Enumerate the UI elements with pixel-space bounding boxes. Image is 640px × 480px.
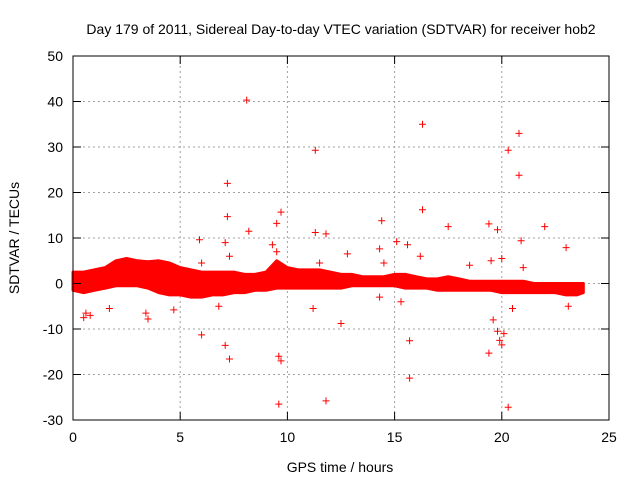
data-point [311,229,319,236]
data-point [393,238,401,246]
data-point [496,336,504,344]
data-point [564,302,572,310]
data-point [504,146,512,154]
data-point [273,219,281,227]
data-point [226,355,233,363]
x-tick-label: 5 [176,429,184,445]
data-point [322,230,330,238]
data-point [309,305,317,312]
data-point [378,217,386,225]
data-point [562,244,570,252]
data-point [406,337,414,345]
y-axis-label: SDTVAR / TECUs [6,182,22,294]
y-tick-label: 30 [47,139,63,155]
data-point [322,397,330,405]
data-point [498,255,506,262]
y-tick-label: 20 [47,185,63,201]
data-point [404,241,411,249]
data-point [86,311,94,319]
data-point [221,239,229,247]
data-point [223,213,231,221]
data-point [485,349,493,357]
data-band [71,257,585,299]
data-point [221,341,229,349]
y-tick-label: 40 [47,94,63,110]
data-point [343,250,351,258]
data-point [198,259,206,267]
x-tick-label: 20 [494,429,510,445]
chart-title: Day 179 of 2011, Sidereal Day-to-day VTE… [86,21,595,37]
data-point [397,298,405,306]
data-point [419,120,426,128]
data-point [243,96,251,104]
data-point [515,129,523,137]
axis-ticks: 0 5 10 15 20 25 -30 -20 -10 0 10 20 30 40 50 [43,48,617,445]
data-point [226,252,233,260]
data-point [494,327,501,335]
data-point [485,220,493,228]
y-tick-label: 50 [47,48,63,64]
data-point [489,316,497,324]
data-point [223,179,231,187]
data-point [275,400,283,408]
data-point [80,314,88,322]
data-point [376,293,384,301]
y-tick-label: 0 [55,276,63,292]
data-point [311,146,319,154]
y-tick-label: -20 [43,367,63,383]
data-point [144,315,152,323]
y-tick-label: -30 [43,412,63,428]
data-point [196,236,203,244]
x-tick-label: 0 [69,429,77,445]
data-point [215,302,223,310]
data-point [419,206,426,214]
x-tick-label: 25 [601,429,617,445]
data-point [273,248,281,256]
data-point [406,374,414,382]
data-point [504,403,512,411]
y-tick-label: 10 [47,230,63,246]
data-point [275,352,283,360]
data-point [337,320,345,327]
data-point [376,245,384,253]
data-point [245,227,253,235]
data-point [82,309,90,317]
data-point [198,331,206,339]
data-point [515,171,523,179]
data-point [487,257,495,265]
data-point [444,223,452,231]
data-point [519,264,527,272]
data-point [494,226,501,234]
data-point [416,252,424,260]
data-point [498,341,506,349]
data-point [466,261,474,269]
data-point [541,223,549,231]
data-points [80,96,572,411]
data-point [500,330,508,338]
data-point [268,241,276,249]
data-point [517,237,525,245]
data-point [509,305,516,312]
data-band-fill [71,257,585,299]
data-point [105,305,113,312]
x-axis-label: GPS time / hours [287,459,394,475]
data-point [380,259,388,267]
x-tick-label: 10 [280,429,296,445]
y-tick-label: -10 [43,321,63,337]
data-point [142,309,150,317]
grid [73,56,609,420]
data-point [277,208,285,216]
data-point [277,357,285,365]
data-point [316,259,324,267]
x-tick-label: 15 [387,429,403,445]
data-point [170,306,178,314]
